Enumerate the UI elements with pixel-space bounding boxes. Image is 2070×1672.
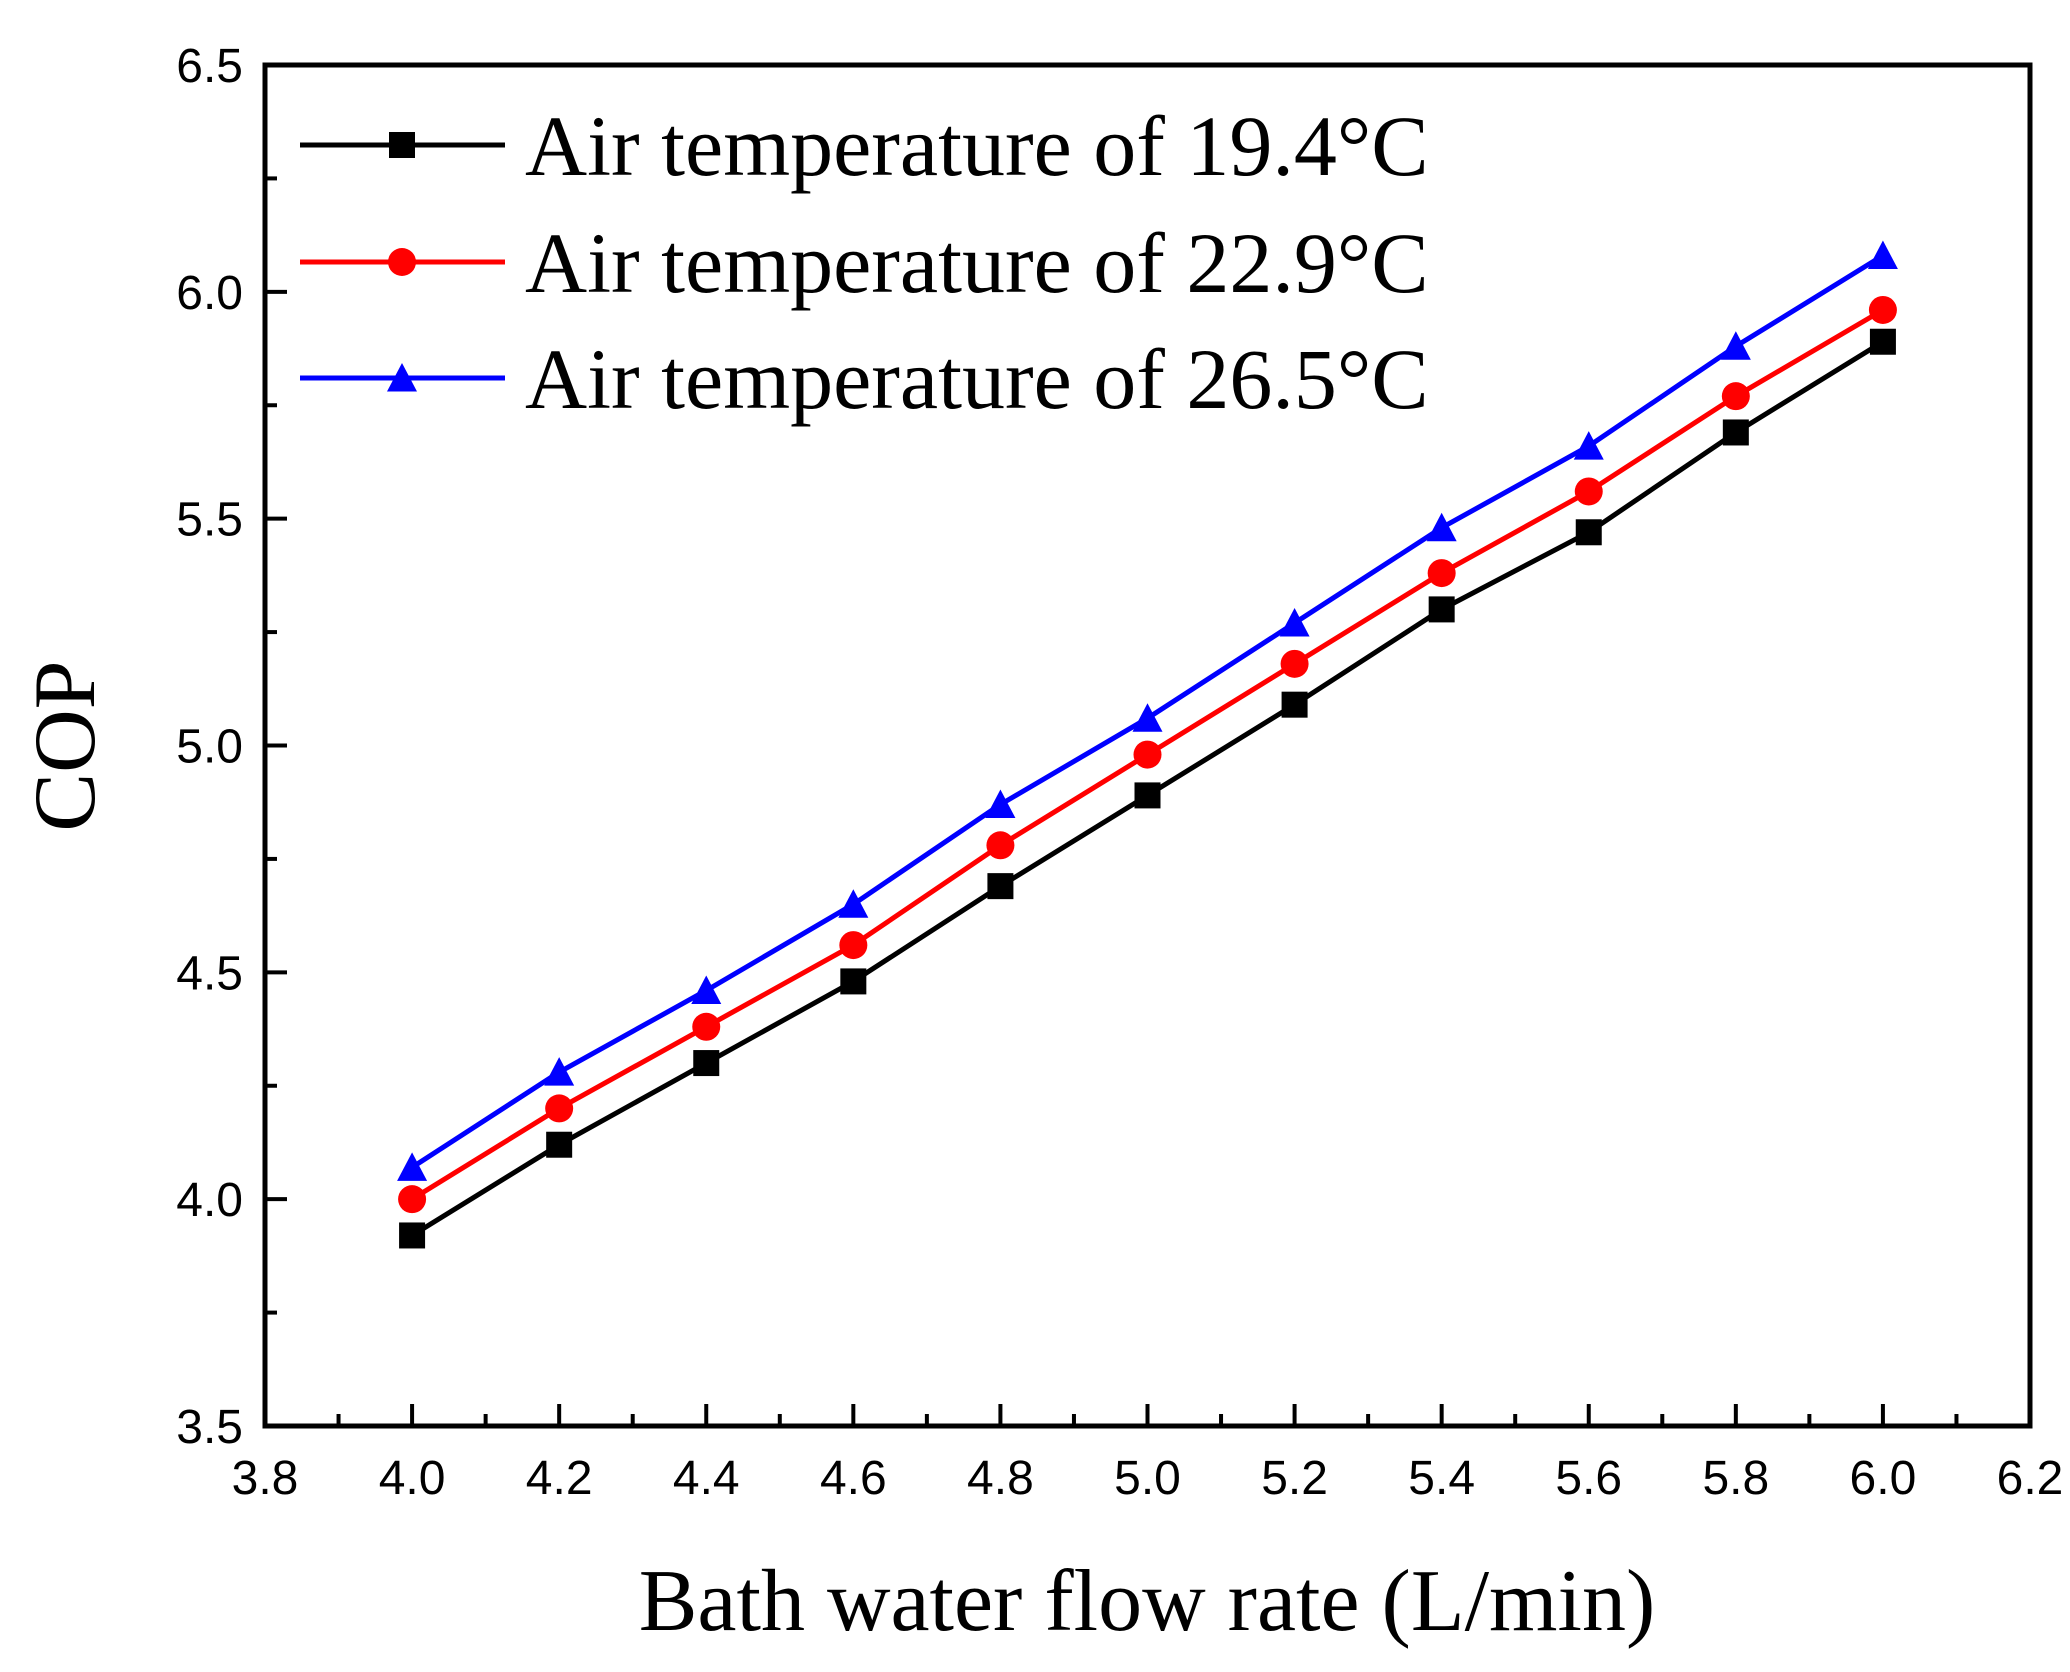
legend-item: Air temperature of 22.9°C [300, 215, 1429, 311]
legend-marker [389, 132, 415, 158]
x-axis-major-ticks [263, 1404, 2032, 1426]
series-layer [397, 240, 1898, 1249]
x-tick-label: 4.2 [526, 1452, 593, 1505]
data-point [1428, 596, 1455, 623]
x-tick-label: 6.2 [1997, 1452, 2064, 1505]
data-point [985, 789, 1016, 818]
data-point [1868, 295, 1897, 324]
legend-label: Air temperature of 19.4°C [525, 98, 1429, 194]
legend-marker [388, 248, 416, 276]
data-point [1280, 649, 1309, 678]
data-point [546, 1131, 573, 1158]
y-tick-label: 4.0 [176, 1174, 243, 1227]
series-2 [398, 295, 1897, 1214]
data-point [399, 1222, 426, 1249]
data-point [1427, 559, 1456, 588]
series-1 [399, 328, 1896, 1249]
x-tick-label: 3.8 [232, 1452, 299, 1505]
x-tick-label: 4.6 [820, 1452, 887, 1505]
legend-item: Air temperature of 19.4°C [300, 98, 1429, 194]
y-tick-label: 6.0 [176, 267, 243, 320]
y-tick-label: 6.5 [176, 40, 243, 93]
data-point [838, 889, 869, 918]
data-point [398, 1185, 427, 1214]
data-point [691, 975, 722, 1004]
y-axis-title: COP [17, 660, 114, 831]
data-point [1869, 328, 1896, 355]
data-point [1134, 782, 1161, 809]
data-point [987, 873, 1014, 900]
legend-label: Air temperature of 26.5°C [525, 331, 1429, 427]
y-axis-tick-labels: 3.5 4.0 4.5 5.0 5.5 6.0 6.5 [176, 40, 243, 1454]
y-tick-label: 5.0 [176, 721, 243, 774]
y-axis-major-ticks [265, 63, 287, 1428]
data-point [1426, 512, 1457, 542]
data-point [1720, 331, 1751, 360]
legend: Air temperature of 19.4°C Air temperature… [300, 98, 1429, 427]
data-point [840, 968, 867, 995]
x-tick-label: 5.8 [1702, 1452, 1769, 1505]
y-tick-label: 3.5 [176, 1401, 243, 1454]
series-3 [397, 240, 1898, 1181]
data-point [1867, 240, 1898, 270]
data-point [1279, 608, 1310, 637]
data-point [1132, 703, 1163, 732]
x-axis-tick-labels: 3.8 4.0 4.2 4.4 4.6 4.8 5.0 5.2 5.4 5.6 5.8 6.0 6.2 [232, 1452, 2064, 1505]
legend-marker [387, 363, 417, 392]
x-tick-label: 4.0 [379, 1452, 446, 1505]
x-tick-label: 4.4 [673, 1452, 740, 1505]
x-tick-label: 5.4 [1408, 1452, 1475, 1505]
data-point [839, 931, 868, 960]
data-point [397, 1152, 428, 1181]
x-tick-label: 5.0 [1114, 1452, 1181, 1505]
data-point [1722, 419, 1749, 446]
legend-label: Air temperature of 22.9°C [525, 215, 1429, 311]
x-tick-label: 5.2 [1261, 1452, 1328, 1505]
data-point [1573, 431, 1604, 460]
data-point [1721, 382, 1750, 411]
legend-item: Air temperature of 26.5°C [300, 331, 1429, 427]
x-tick-label: 6.0 [1850, 1452, 1917, 1505]
x-tick-label: 5.6 [1555, 1452, 1622, 1505]
plot-frame [262, 62, 2033, 1429]
data-point [544, 1057, 575, 1086]
data-point [1281, 691, 1308, 718]
x-axis-title: Bath water flow rate (L/min) [639, 1553, 1656, 1650]
y-tick-label: 5.5 [176, 494, 243, 547]
data-point [545, 1094, 574, 1123]
data-point [1133, 740, 1162, 769]
x-tick-label: 4.8 [967, 1452, 1034, 1505]
y-tick-label: 4.5 [176, 947, 243, 1000]
data-point [692, 1012, 721, 1041]
data-point [986, 831, 1015, 860]
data-point [1574, 477, 1603, 506]
data-point [1575, 519, 1602, 546]
data-point [693, 1050, 720, 1077]
